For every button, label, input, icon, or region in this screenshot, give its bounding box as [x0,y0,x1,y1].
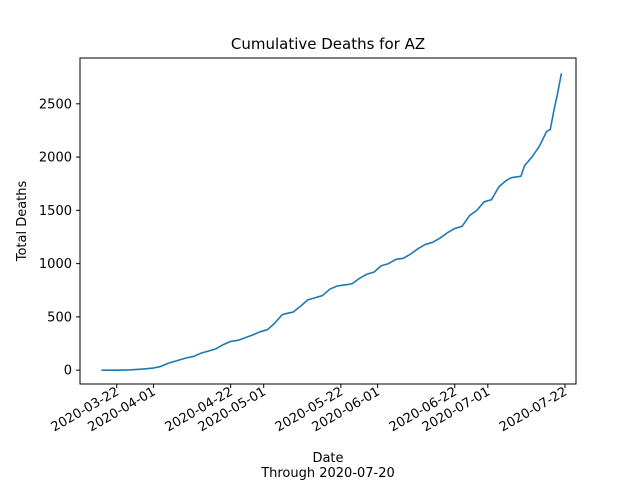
y-tick-label: 0 [64,364,72,379]
x-axis-title: Date [312,451,343,466]
series-line-0 [101,73,563,371]
plot-area [101,73,563,371]
y-tick-label: 1000 [39,257,72,272]
y-tick-label: 1500 [39,204,72,219]
y-tick-label: 500 [47,310,72,325]
y-axis: 0 500 1000 1500 2000 2500 [39,97,80,379]
y-tick-label: 2500 [39,97,72,112]
x-axis-subtitle: Through 2020-07-20 [260,466,395,480]
plot-frame [79,57,577,385]
y-tick-label: 2000 [39,151,72,166]
chart-title: Cumulative Deaths for AZ [231,35,425,53]
y-axis-title: Total Deaths [15,180,30,262]
